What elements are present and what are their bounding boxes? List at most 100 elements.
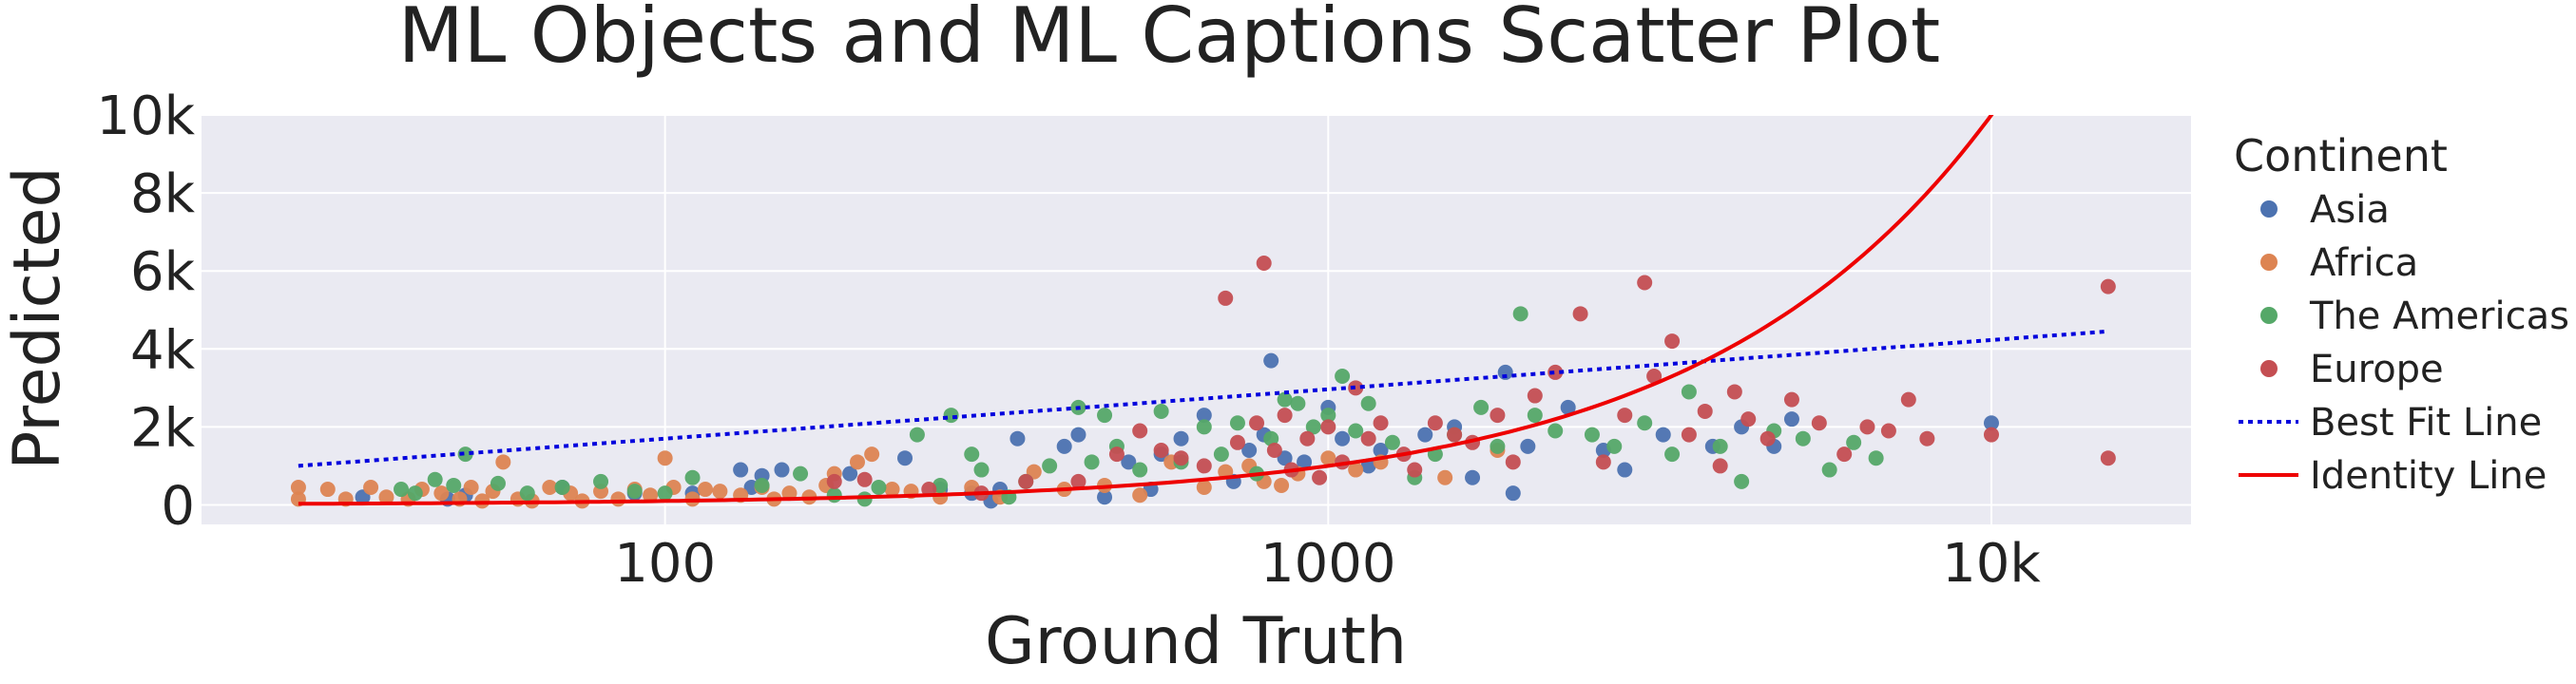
data-point-asia	[1070, 427, 1086, 443]
data-point-africa	[1320, 450, 1336, 466]
data-point-asia	[842, 466, 858, 482]
data-point-europe	[1277, 408, 1293, 424]
data-point-europe	[1983, 427, 1999, 443]
x-tick-labels: 100 1000 10k	[614, 533, 2041, 595]
data-point-the-americas	[657, 485, 673, 502]
legend-label-best-fit-line: Best Fit Line	[2310, 401, 2542, 445]
data-point-the-americas	[754, 477, 770, 493]
data-point-europe	[1836, 446, 1853, 463]
y-tick-label: 8k	[130, 163, 196, 225]
x-tick-label: 10k	[1942, 533, 2041, 595]
data-point-asia	[733, 462, 749, 478]
data-point-the-americas	[1712, 438, 1728, 454]
data-point-the-americas	[1335, 369, 1351, 385]
legend-label-the-americas: The Americas	[2309, 294, 2569, 338]
data-point-africa	[643, 487, 659, 504]
legend-label-identity-line: Identity Line	[2310, 454, 2547, 498]
data-point-the-americas	[1681, 384, 1697, 400]
data-point-europe	[1646, 369, 1663, 385]
data-point-the-americas	[1527, 408, 1543, 424]
data-point-the-americas	[407, 485, 423, 502]
data-point-europe	[1153, 443, 1169, 459]
data-point-the-americas	[793, 466, 809, 482]
data-point-europe	[1348, 380, 1364, 396]
data-point-the-americas	[1229, 415, 1245, 431]
data-point-asia	[1560, 399, 1576, 415]
data-point-europe	[856, 471, 873, 487]
data-point-europe	[1505, 454, 1521, 470]
data-point-africa	[433, 485, 450, 502]
data-point-the-americas	[1263, 430, 1279, 446]
data-point-africa	[884, 482, 900, 498]
data-point-the-americas	[964, 446, 980, 463]
best-fit-line	[298, 329, 2108, 468]
data-point-europe	[1595, 454, 1611, 470]
data-point-europe	[1018, 473, 1034, 489]
data-point-africa	[1196, 480, 1212, 496]
data-point-the-americas	[490, 475, 506, 491]
data-point-the-americas	[684, 469, 701, 485]
data-point-the-americas	[1277, 391, 1293, 408]
data-point-europe	[1664, 333, 1681, 350]
data-point-the-americas	[1213, 446, 1229, 463]
data-point-europe	[1196, 458, 1212, 474]
data-point-asia	[1297, 454, 1313, 470]
data-point-asia	[1121, 454, 1137, 470]
data-point-europe	[1740, 411, 1757, 428]
legend: Continent Asia Africa The Americas Europe Be…	[2234, 130, 2569, 498]
data-point-the-americas	[1360, 395, 1376, 411]
data-point-the-americas	[826, 487, 842, 504]
data-point-the-americas	[1846, 434, 1862, 450]
legend-marker-africa	[2260, 254, 2278, 271]
data-point-africa	[712, 484, 728, 500]
data-point-europe	[1266, 443, 1282, 459]
data-point-asia	[897, 450, 913, 466]
chart-title: ML Objects and ML Captions Scatter Plot	[398, 0, 1941, 80]
data-point-asia	[1497, 364, 1513, 380]
data-point-the-americas	[871, 480, 887, 496]
data-point-the-americas	[626, 484, 643, 500]
data-point-europe	[1919, 430, 1935, 446]
data-point-the-americas	[427, 471, 443, 487]
data-point-europe	[1249, 415, 1265, 431]
y-tick-labels: 0 2k 4k 6k 8k 10k	[96, 86, 195, 537]
data-point-europe	[1617, 408, 1633, 424]
x-tick-label: 100	[614, 533, 716, 595]
data-point-europe	[1320, 419, 1336, 435]
y-tick-label: 10k	[96, 86, 195, 147]
data-point-africa	[697, 482, 713, 498]
data-point-europe	[1373, 415, 1389, 431]
data-point-europe	[1880, 423, 1896, 439]
y-tick-label: 4k	[130, 319, 196, 381]
data-point-the-americas	[1821, 462, 1837, 478]
data-point-europe	[1726, 384, 1742, 400]
data-point-africa	[542, 480, 558, 496]
data-point-the-americas	[1734, 473, 1750, 489]
data-point-asia	[1335, 430, 1351, 446]
data-point-africa	[378, 489, 394, 505]
y-axis-title: Predicted	[0, 166, 75, 469]
data-point-europe	[1447, 427, 1463, 443]
data-point-europe	[2100, 450, 2116, 466]
data-point-the-americas	[457, 446, 473, 463]
legend-marker-europe	[2260, 360, 2278, 377]
x-axis-title: Ground Truth	[985, 604, 1407, 679]
legend-title: Continent	[2234, 130, 2448, 181]
data-point-asia	[1263, 352, 1279, 369]
data-point-europe	[1548, 364, 1564, 380]
data-point-the-americas	[973, 462, 990, 478]
data-point-the-americas	[1584, 427, 1600, 443]
legend-marker-the-americas	[2260, 307, 2278, 324]
fit-lines	[298, 115, 2108, 506]
data-point-africa	[290, 480, 306, 496]
data-point-the-americas	[1473, 399, 1490, 415]
data-point-asia	[1783, 411, 1799, 428]
data-point-the-americas	[1320, 408, 1336, 424]
data-point-europe	[1681, 427, 1697, 443]
plot-area	[202, 115, 2191, 524]
y-tick-label: 0	[161, 475, 195, 537]
identity-line	[298, 115, 1994, 506]
data-point-asia	[1056, 438, 1072, 454]
x-tick-label: 1000	[1260, 533, 1396, 595]
data-point-africa	[1274, 477, 1290, 493]
